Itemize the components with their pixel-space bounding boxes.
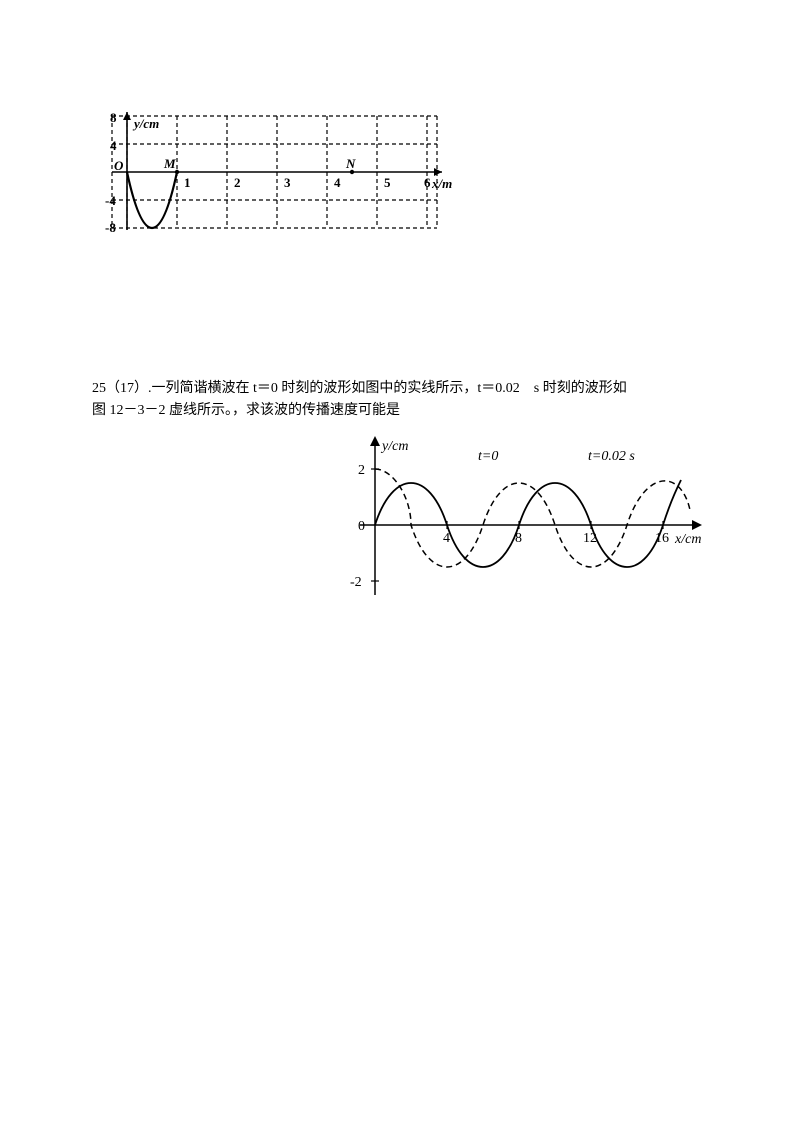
x2-tick-4: 4 bbox=[443, 531, 450, 546]
y2-tick-2: 2 bbox=[358, 463, 365, 478]
x-axis-label-2: x/cm bbox=[674, 532, 701, 547]
y-axis-label-2: y/cm bbox=[380, 439, 408, 454]
problem-number: 25（17）. bbox=[92, 381, 152, 396]
problem-text-block: 25（17）.一列简谐横波在 t＝0 时刻的波形如图中的实线所示，t＝0.02 … bbox=[92, 378, 712, 423]
label-t0: t=0 bbox=[478, 449, 498, 464]
axes-2 bbox=[360, 436, 702, 595]
y-tick-neg4: -4 bbox=[105, 193, 116, 208]
axis-labels-2: y/cm x/cm 2 0 -2 4 8 12 16 t=0 t=0.02 s bbox=[350, 439, 701, 590]
x-tick-6: 6 bbox=[424, 175, 431, 190]
figure-1-svg: y/cm x/m O 8 4 -4 -8 1 2 3 4 5 6 M N bbox=[92, 110, 462, 235]
y-tick-neg8: -8 bbox=[105, 220, 116, 235]
figure-1-wave-grid: y/cm x/m O 8 4 -4 -8 1 2 3 4 5 6 M N bbox=[92, 110, 462, 235]
origin-label: O bbox=[114, 158, 124, 173]
point-n-dot bbox=[350, 170, 354, 174]
x-tick-4: 4 bbox=[334, 175, 341, 190]
axes bbox=[112, 112, 442, 230]
x-tick-1: 1 bbox=[184, 175, 191, 190]
figure-2-dual-wave: y/cm x/cm 2 0 -2 4 8 12 16 t=0 t=0.02 s bbox=[330, 430, 710, 610]
point-m-dot bbox=[175, 170, 179, 174]
problem-line2: 图 12－3－2 虚线所示。，求该波的传播速度可能是 bbox=[92, 403, 400, 418]
point-m-label: M bbox=[163, 156, 176, 171]
label-t002: t=0.02 s bbox=[588, 449, 635, 464]
x2-tick-12: 12 bbox=[583, 531, 597, 546]
y2-tick-0: 0 bbox=[358, 519, 365, 534]
x2-tick-8: 8 bbox=[515, 531, 522, 546]
figure-2-svg: y/cm x/cm 2 0 -2 4 8 12 16 t=0 t=0.02 s bbox=[330, 430, 710, 610]
wave-curve bbox=[127, 172, 177, 228]
y-tick-8: 8 bbox=[110, 110, 117, 125]
problem-line1: 一列简谐横波在 t＝0 时刻的波形如图中的实线所示，t＝0.02 s 时刻的波形… bbox=[152, 381, 627, 396]
x-tick-2: 2 bbox=[234, 175, 241, 190]
solid-wave bbox=[375, 480, 681, 567]
y2-tick-neg2: -2 bbox=[350, 575, 362, 590]
point-n-label: N bbox=[345, 156, 356, 171]
x-tick-5: 5 bbox=[384, 175, 391, 190]
x-axis-label: x/m bbox=[431, 176, 452, 191]
x-tick-3: 3 bbox=[284, 175, 291, 190]
dashed-wave bbox=[375, 469, 690, 567]
y-tick-4: 4 bbox=[110, 138, 117, 153]
x2-tick-16: 16 bbox=[655, 531, 669, 546]
y-axis-label: y/cm bbox=[132, 116, 159, 131]
